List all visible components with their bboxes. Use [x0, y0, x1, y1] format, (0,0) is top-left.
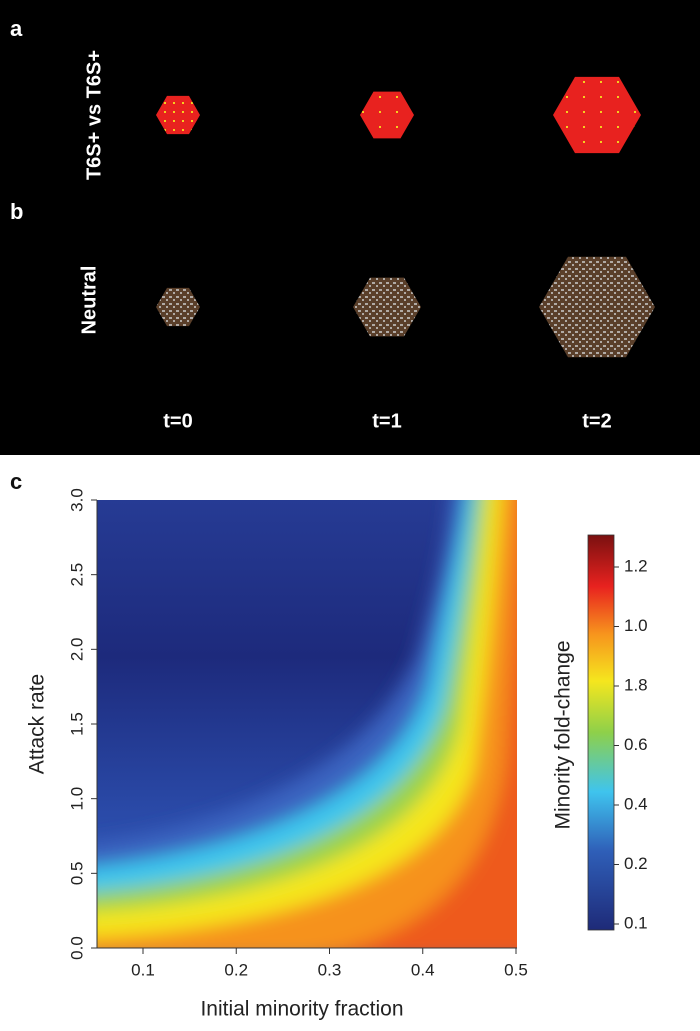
colony	[553, 76, 641, 154]
colorbar-tick-label: 1.2	[624, 556, 648, 575]
y-axis-label: Attack rate	[26, 674, 49, 774]
x-tick-label: 0.1	[131, 960, 155, 979]
time-label: t=1	[372, 410, 401, 432]
colony	[353, 277, 421, 337]
colorbar-tick-label: 0.6	[624, 735, 648, 754]
colorbar-tick-label: 0.4	[624, 794, 648, 813]
y-tick-label: 2.0	[67, 638, 86, 662]
heatmap	[97, 500, 517, 948]
colorbar-tick-label: 0.1	[624, 913, 648, 932]
panel-label: a	[10, 16, 23, 41]
x-axis-label: Initial minority fraction	[200, 998, 403, 1021]
row-label: Neutral	[78, 266, 100, 335]
colony	[156, 287, 200, 327]
y-tick-label: 1.0	[67, 787, 86, 811]
time-label: t=0	[163, 410, 192, 432]
x-tick-label: 0.2	[224, 960, 248, 979]
x-tick-label: 0.5	[504, 960, 528, 979]
colony	[156, 95, 200, 135]
colony	[539, 256, 655, 358]
colonies	[156, 76, 655, 358]
panel-background	[0, 0, 700, 455]
y-tick-label: 0.0	[67, 936, 86, 960]
colorbar-tick-label: 1.8	[624, 675, 648, 694]
panel-label: c	[10, 469, 22, 494]
time-label: t=2	[582, 410, 611, 432]
x-tick-label: 0.4	[411, 960, 435, 979]
colorbar-tick-label: 1.0	[624, 616, 648, 635]
colony	[360, 91, 414, 139]
y-tick-label: 2.5	[67, 563, 86, 587]
row-label: T6S+ vs T6S+	[83, 50, 105, 180]
colorbar-tick-label: 0.2	[624, 854, 648, 873]
y-tick-label: 3.0	[67, 488, 86, 512]
x-tick-label: 0.3	[318, 960, 342, 979]
colorbar-label: Minority fold-change	[552, 640, 575, 829]
y-tick-label: 0.5	[67, 862, 86, 886]
y-tick-label: 1.5	[67, 712, 86, 736]
colorbar	[587, 534, 615, 931]
panel-label: b	[10, 199, 23, 224]
